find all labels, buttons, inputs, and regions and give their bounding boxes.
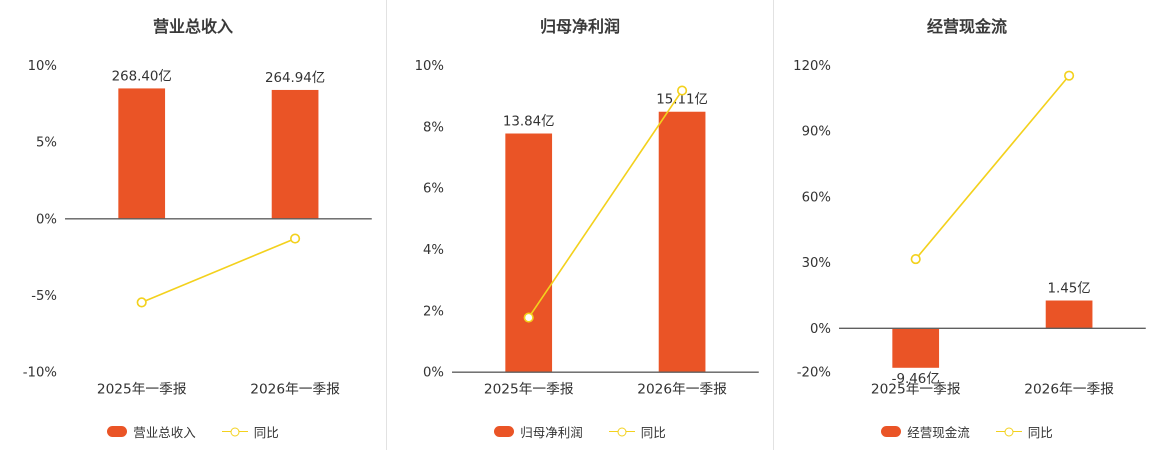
bar-value-label: 264.94亿 bbox=[265, 70, 325, 86]
chart-legend-net-profit: 归母净利润 同比 bbox=[387, 422, 773, 450]
y-tick-label: 0% bbox=[423, 366, 444, 381]
y-tick-label: -10% bbox=[23, 366, 57, 381]
chart-panel-cash-flow: 经营现金流 120% 90% 60% 30% 0% -20% -9.46亿 1.45亿 2025… bbox=[773, 0, 1160, 450]
yoy-line bbox=[915, 75, 1070, 260]
y-tick-label: -20% bbox=[797, 366, 831, 381]
yoy-point-marker bbox=[677, 85, 688, 96]
y-tick-label: 8% bbox=[423, 120, 444, 135]
y-tick-label: 10% bbox=[28, 59, 57, 74]
legend-item-bar[interactable]: 经营现金流 bbox=[881, 422, 970, 441]
cash-flow-chart-plot: 120% 90% 60% 30% 0% -20% -9.46亿 1.45亿 2025年一季报 20… bbox=[793, 59, 1146, 397]
bar-swatch-icon bbox=[881, 426, 902, 437]
bar-value-label: 15.11亿 bbox=[656, 92, 708, 108]
legend-item-line[interactable]: 同比 bbox=[221, 422, 279, 441]
yoy-point-marker bbox=[523, 312, 534, 323]
chart-panel-net-profit: 归母净利润 10% 8% 6% 4% 2% 0% 13.84亿 15.11亿 2025年一季报 2… bbox=[386, 0, 773, 450]
bar-value-label: 1.45亿 bbox=[1047, 280, 1090, 296]
bar bbox=[1045, 300, 1093, 329]
y-tick-label: -5% bbox=[31, 289, 57, 304]
legend-line-label: 同比 bbox=[640, 425, 666, 440]
y-tick-label: 90% bbox=[802, 125, 831, 140]
y-tick-label: 0% bbox=[810, 322, 831, 337]
yoy-line bbox=[528, 90, 683, 319]
chart-legend-cash-flow: 经营现金流 同比 bbox=[774, 422, 1160, 450]
y-tick-label: 10% bbox=[415, 59, 444, 74]
x-category-label: 2025年一季报 bbox=[97, 381, 187, 397]
chart-title-revenue: 营业总收入 bbox=[152, 17, 233, 36]
yoy-point-marker bbox=[910, 254, 921, 265]
y-tick-label: 30% bbox=[802, 256, 831, 271]
y-tick-label: 60% bbox=[802, 190, 831, 205]
x-category-label: 2025年一季报 bbox=[484, 381, 574, 397]
chart-title-net-profit: 归母净利润 bbox=[539, 17, 620, 36]
chart-title-cash-flow: 经营现金流 bbox=[926, 17, 1007, 36]
y-tick-label: 6% bbox=[423, 182, 444, 197]
line-marker-icon bbox=[608, 427, 635, 436]
legend-item-bar[interactable]: 归母净利润 bbox=[494, 422, 583, 441]
revenue-chart-plot: 10% 5% 0% -5% -10% 268.40亿 264.94亿 2025年一季报 2026… bbox=[23, 59, 372, 397]
bar-value-label: -9.46亿 bbox=[892, 371, 940, 387]
legend-item-bar[interactable]: 营业总收入 bbox=[107, 422, 196, 441]
line-marker-circle-icon bbox=[230, 427, 240, 436]
line-marker-icon bbox=[221, 427, 248, 436]
bar bbox=[658, 111, 706, 373]
legend-item-line[interactable]: 同比 bbox=[608, 422, 666, 441]
chart-panel-revenue: 营业总收入 10% 5% 0% -5% -10% 268.40亿 264.94亿 2025年一… bbox=[0, 0, 386, 450]
bar-value-label: 13.84亿 bbox=[503, 113, 555, 129]
x-category-label: 2025年一季报 bbox=[871, 381, 961, 397]
net-profit-chart-plot: 10% 8% 6% 4% 2% 0% 13.84亿 15.11亿 2025年一季报 2026年一季… bbox=[415, 59, 759, 397]
bar bbox=[118, 88, 166, 219]
bar-swatch-icon bbox=[494, 426, 515, 437]
y-tick-label: 0% bbox=[36, 212, 57, 227]
legend-bar-label: 归母净利润 bbox=[520, 425, 583, 440]
bar bbox=[505, 133, 553, 373]
line-marker-circle-icon bbox=[617, 427, 627, 436]
yoy-point-marker bbox=[1064, 70, 1075, 81]
bar bbox=[892, 328, 940, 368]
legend-line-label: 同比 bbox=[253, 425, 279, 440]
y-tick-label: 2% bbox=[423, 304, 444, 319]
legend-item-line[interactable]: 同比 bbox=[995, 422, 1053, 441]
y-tick-label: 120% bbox=[793, 59, 831, 74]
yoy-line bbox=[141, 237, 296, 304]
line-marker-circle-icon bbox=[1004, 427, 1014, 436]
legend-bar-label: 经营现金流 bbox=[907, 425, 970, 440]
legend-bar-label: 营业总收入 bbox=[133, 425, 196, 440]
yoy-point-marker bbox=[290, 233, 301, 244]
y-tick-label: 5% bbox=[36, 136, 57, 151]
y-tick-label: 4% bbox=[423, 243, 444, 258]
legend-line-label: 同比 bbox=[1027, 425, 1053, 440]
bar bbox=[271, 89, 319, 219]
x-category-label: 2026年一季报 bbox=[250, 381, 340, 397]
x-category-label: 2026年一季报 bbox=[637, 381, 727, 397]
bar-value-label: 268.40亿 bbox=[112, 68, 172, 84]
chart-legend-revenue: 营业总收入 同比 bbox=[0, 422, 386, 450]
yoy-point-marker bbox=[136, 297, 147, 308]
bar-swatch-icon bbox=[107, 426, 128, 437]
line-marker-icon bbox=[995, 427, 1022, 436]
x-category-label: 2026年一季报 bbox=[1024, 381, 1114, 397]
